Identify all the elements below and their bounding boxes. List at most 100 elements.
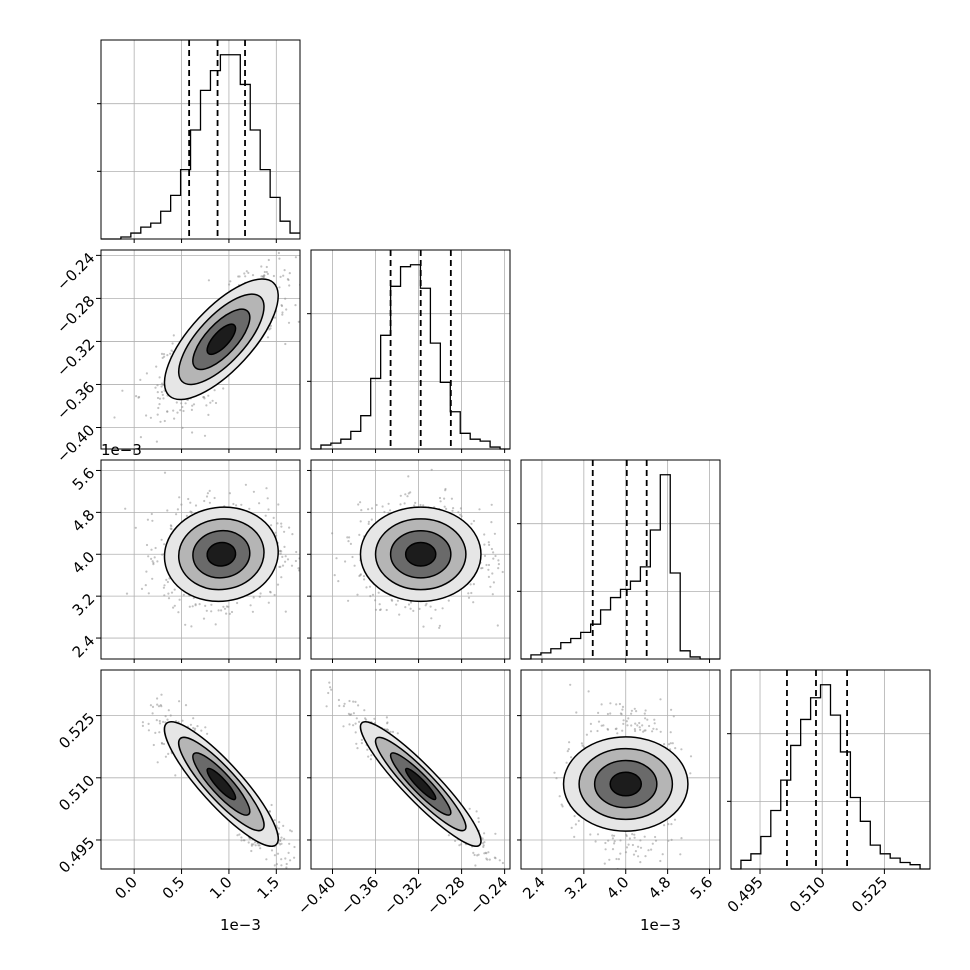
scatter-point [637, 855, 640, 858]
scatter-point [549, 575, 551, 577]
scatter-point [276, 852, 280, 855]
scatter-point [348, 536, 351, 539]
scatter-point [170, 349, 173, 352]
scatter-point [264, 514, 267, 517]
scatter-point [603, 862, 606, 865]
xtick-label-2-1: 3.2 [561, 873, 591, 903]
scatter-point [356, 747, 359, 750]
scatter-point [158, 397, 162, 400]
ytick-label-2-4: 5.6 [69, 464, 99, 494]
scatter-point [357, 704, 360, 707]
ytick-label-3-1: 0.510 [55, 771, 98, 814]
density-fill-0 [207, 768, 236, 800]
scatter-point [210, 610, 213, 613]
panel-content-1-2 [311, 460, 551, 659]
scatter-point [636, 724, 639, 727]
scatter-point [651, 842, 654, 845]
xtick-label-2-2: 4.0 [603, 873, 633, 903]
scatter-point [553, 771, 556, 774]
scatter-point [156, 761, 159, 764]
scatter-point [162, 742, 166, 746]
scatter-point [616, 732, 619, 735]
scatter-point [478, 508, 481, 511]
scatter-point [284, 857, 287, 860]
scatter-point [162, 720, 165, 724]
scatter-point [277, 251, 280, 255]
scatter-point [213, 496, 216, 500]
density-fill-0 [207, 542, 236, 567]
scatter-point [425, 602, 428, 605]
scatter-point [211, 399, 214, 402]
scatter-point [357, 503, 360, 506]
scatter-point [146, 518, 149, 521]
scatter-point [395, 603, 398, 606]
scatter-point [172, 334, 175, 337]
scatter-point [451, 509, 454, 512]
scatter-point [497, 563, 500, 566]
x-offset-label-0: 1e−3 [220, 916, 261, 934]
ytick-label-2-2: 4.0 [69, 548, 99, 578]
scatter-point [621, 729, 624, 732]
scatter-point [279, 839, 282, 843]
scatter-point [288, 870, 290, 872]
scatter-point [276, 583, 280, 586]
scatter-point [469, 583, 472, 586]
xtick-label-3-0: 0.495 [724, 873, 767, 916]
scatter-point [458, 844, 461, 847]
hist-frame-0 [100, 39, 301, 240]
scatter-point [288, 272, 291, 275]
scatter-point [429, 605, 432, 608]
scatter-point [206, 732, 209, 735]
scatter-point [667, 743, 671, 746]
panel-frame-0-1 [100, 249, 301, 450]
xtick-label-1-3: −0.28 [423, 873, 468, 918]
scatter-point [162, 353, 166, 356]
scatter-point [244, 275, 247, 278]
scatter-point [280, 836, 283, 839]
xtick-label-3-1: 0.510 [786, 873, 829, 916]
ytick-label-1-0: −0.40 [53, 421, 98, 466]
scatter-point [383, 510, 386, 514]
scatter-point [639, 839, 642, 842]
scatter-point [288, 526, 291, 529]
scatter-point [155, 719, 158, 722]
scatter-point [625, 720, 628, 723]
scatter-point [287, 321, 291, 324]
scatter-point [285, 866, 288, 869]
scatter-point [258, 595, 261, 598]
scatter-point [166, 509, 169, 512]
scatter-point [492, 551, 495, 554]
scatter-point [422, 504, 425, 507]
scatter-point [360, 738, 363, 742]
scatter-point [661, 853, 664, 856]
scatter-point [139, 436, 142, 439]
scatter-point [160, 693, 163, 696]
scatter-point [355, 717, 358, 720]
scatter-point [575, 711, 578, 714]
scatter-point [386, 722, 389, 725]
scatter-point [577, 819, 580, 823]
scatter-point [364, 717, 367, 720]
scatter-point [297, 320, 300, 323]
scatter-point [267, 508, 270, 511]
scatter-point [342, 725, 345, 728]
scatter-point [156, 391, 159, 394]
scatter-point [621, 708, 624, 711]
scatter-point [434, 608, 437, 611]
contour-line-0 [206, 767, 237, 801]
scatter-point [470, 591, 473, 595]
scatter-point [604, 848, 607, 851]
scatter-point [680, 748, 683, 751]
scatter-point [145, 570, 148, 573]
scatter-point [467, 592, 470, 595]
scatter-point [159, 704, 162, 707]
scatter-point [472, 519, 476, 523]
scatter-point [407, 603, 411, 606]
scatter-point [381, 505, 384, 508]
scatter-point [377, 591, 380, 594]
scatter-point [285, 308, 288, 311]
scatter-point [639, 861, 642, 864]
scatter-point [358, 720, 361, 724]
ytick-label-1-4: −0.24 [53, 249, 98, 294]
scatter-point [263, 270, 266, 274]
